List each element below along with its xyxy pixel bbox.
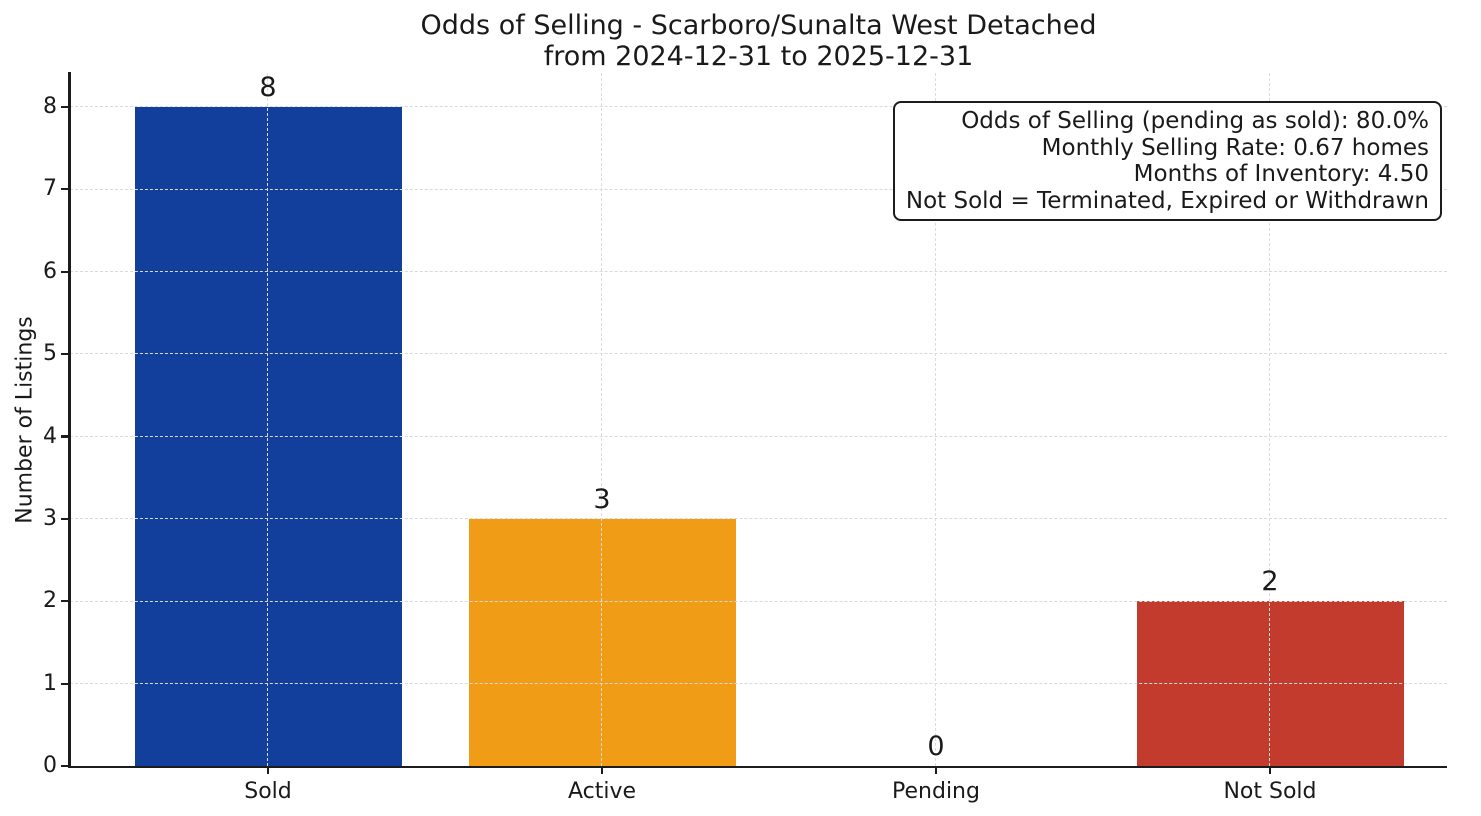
y-tick-mark [61,600,69,603]
y-gridline [70,106,1447,108]
stats-annotation-box: Odds of Selling (pending as sold): 80.0%… [892,101,1442,221]
y-tick-label: 0 [43,753,57,778]
annotation-line: Odds of Selling (pending as sold): 80.0% [961,108,1429,134]
chart-title-block: Odds of Selling - Scarboro/Sunalta West … [70,10,1447,72]
y-tick-mark [61,435,69,438]
x-tick-label: Not Sold [1223,779,1317,804]
x-tick-label: Active [567,779,637,804]
y-gridline [70,353,1447,355]
x-tick-label: Pending [892,779,980,804]
bar-value-label: 0 [927,731,945,762]
y-tick-label: 7 [43,176,57,202]
y-tick-mark [61,517,69,520]
annotation-line: Monthly Selling Rate: 0.67 homes [1041,134,1429,161]
x-tick-label: Sold [244,779,292,804]
x-gridline [267,73,269,766]
y-gridline [70,518,1447,520]
y-gridline [70,188,1447,190]
y-gridline [70,600,1447,602]
x-tick-mark [934,766,938,774]
y-tick-mark [61,188,69,191]
y-tick-label: 6 [43,258,57,284]
x-gridline [1269,73,1271,766]
y-tick-label: 5 [43,341,57,367]
x-tick-mark [600,766,604,774]
y-tick-mark [61,270,69,273]
y-axis-spine [68,72,71,768]
x-tick-mark [1268,766,1272,774]
bar-value-label: 8 [259,72,277,103]
y-tick-mark [61,105,69,109]
y-tick-mark [61,764,69,768]
y-tick-label: 4 [43,423,57,449]
x-gridline [935,73,937,766]
annotation-line: Months of Inventory: 4.50 [1133,161,1429,187]
y-gridline [70,435,1447,437]
y-tick-label: 1 [43,670,57,696]
y-tick-mark [61,353,69,356]
y-gridline [70,682,1447,684]
y-tick-label: 3 [43,505,57,531]
bar-value-label: 2 [1261,566,1279,598]
y-tick-mark [61,682,69,685]
x-tick-mark [266,766,270,774]
annotation-line: Not Sold = Terminated, Expired or Withdr… [905,187,1429,214]
y-tick-label: 2 [43,588,57,614]
chart-subtitle: from 2024-12-31 to 2025-12-31 [543,41,974,72]
y-tick-label: 8 [43,94,57,119]
bar-value-label: 3 [593,483,611,515]
x-axis-spine [68,765,1447,768]
y-gridline [70,271,1447,272]
chart-title: Odds of Selling - Scarboro/Sunalta West … [420,10,1097,41]
x-gridline [601,73,603,766]
